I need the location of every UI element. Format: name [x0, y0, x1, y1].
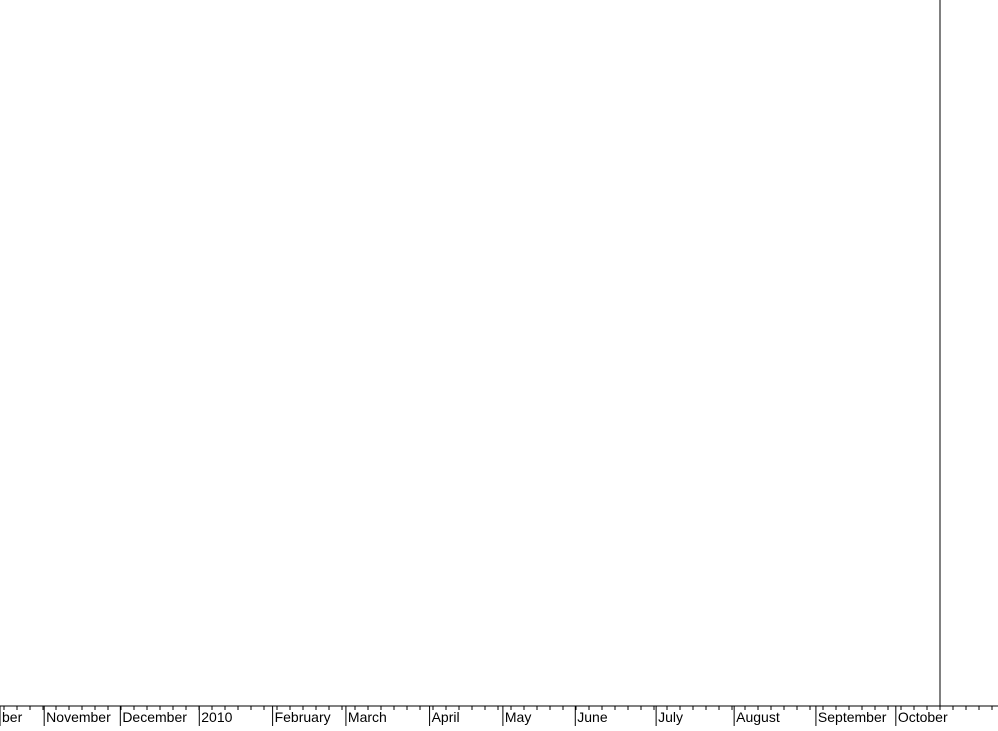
month-label: July — [658, 709, 683, 725]
month-label: ber — [2, 709, 23, 725]
month-label: February — [275, 709, 331, 725]
month-label: March — [348, 709, 387, 725]
month-label: 2010 — [201, 709, 232, 725]
month-label: December — [122, 709, 187, 725]
month-label: May — [505, 709, 531, 725]
month-label: April — [432, 709, 460, 725]
month-label: November — [46, 709, 111, 725]
time-axis: ber November December 2010 February March Apri… — [0, 705, 998, 726]
month-label: June — [577, 709, 608, 725]
month-label: September — [818, 709, 887, 725]
price-axis: 7.57.06.56.05.55.04.54.0 — [939, 0, 941, 706]
month-label: October — [898, 709, 948, 725]
month-label: August — [736, 709, 780, 725]
